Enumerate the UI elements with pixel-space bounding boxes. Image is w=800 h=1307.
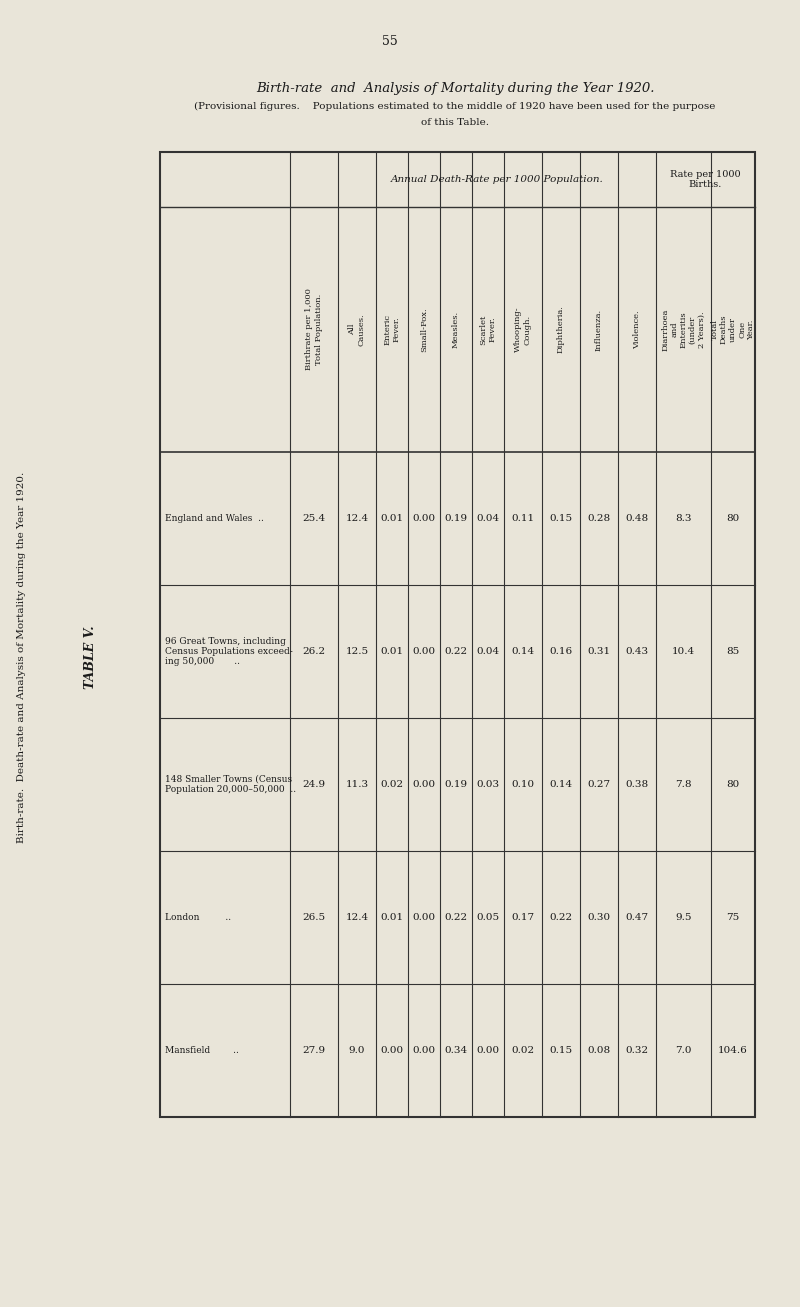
Text: Whooping-
Cough.: Whooping- Cough. [514, 307, 532, 353]
Text: 0.11: 0.11 [511, 514, 534, 523]
Text: 0.05: 0.05 [477, 914, 499, 921]
Text: All
Causes.: All Causes. [349, 314, 366, 346]
Text: 0.08: 0.08 [587, 1046, 610, 1055]
Text: 26.5: 26.5 [302, 914, 326, 921]
Text: Scarlet
Fever.: Scarlet Fever. [479, 314, 497, 345]
Text: 0.00: 0.00 [413, 914, 435, 921]
Text: 0.38: 0.38 [626, 780, 649, 789]
Text: Total
Deaths
under
One
Year.: Total Deaths under One Year. [710, 315, 755, 344]
Text: 0.02: 0.02 [511, 1046, 534, 1055]
Text: 9.0: 9.0 [349, 1046, 366, 1055]
Text: 0.15: 0.15 [550, 1046, 573, 1055]
Text: 27.9: 27.9 [302, 1046, 326, 1055]
Text: Enteric
Fever.: Enteric Fever. [383, 314, 401, 345]
Text: of this Table.: of this Table. [421, 118, 489, 127]
Text: 0.02: 0.02 [381, 780, 403, 789]
Text: 7.8: 7.8 [675, 780, 692, 789]
Text: 0.14: 0.14 [511, 647, 534, 656]
Text: 0.30: 0.30 [587, 914, 610, 921]
Text: 0.31: 0.31 [587, 647, 610, 656]
Text: 24.9: 24.9 [302, 780, 326, 789]
Text: 0.00: 0.00 [381, 1046, 403, 1055]
Text: 10.4: 10.4 [672, 647, 695, 656]
Text: 0.19: 0.19 [445, 514, 467, 523]
Text: Rate per 1000
Births.: Rate per 1000 Births. [670, 170, 741, 190]
Text: 0.15: 0.15 [550, 514, 573, 523]
Text: 0.00: 0.00 [413, 647, 435, 656]
Text: 0.01: 0.01 [381, 647, 403, 656]
Text: 0.01: 0.01 [381, 914, 403, 921]
Text: 12.4: 12.4 [346, 914, 369, 921]
Text: 0.19: 0.19 [445, 780, 467, 789]
Text: 12.5: 12.5 [346, 647, 369, 656]
Text: 25.4: 25.4 [302, 514, 326, 523]
Text: 7.0: 7.0 [675, 1046, 692, 1055]
Text: Measles.: Measles. [452, 311, 460, 348]
Text: 0.00: 0.00 [413, 780, 435, 789]
Text: 0.04: 0.04 [477, 514, 499, 523]
Text: 148 Smaller Towns (Census
Population 20,000–50,000  ..: 148 Smaller Towns (Census Population 20,… [165, 775, 296, 795]
Text: 0.17: 0.17 [511, 914, 534, 921]
Text: Small-Pox.: Small-Pox. [420, 307, 428, 352]
Text: 80: 80 [726, 780, 740, 789]
Text: 0.43: 0.43 [626, 647, 649, 656]
Text: 0.22: 0.22 [550, 914, 573, 921]
Text: 0.03: 0.03 [477, 780, 499, 789]
Text: 96 Great Towns, including
Census Populations exceed-
ing 50,000       ..: 96 Great Towns, including Census Populat… [165, 637, 293, 667]
Text: Diarrhoea
and
Enteritis
(under
2 Years).: Diarrhoea and Enteritis (under 2 Years). [661, 308, 706, 350]
Text: 0.22: 0.22 [445, 647, 467, 656]
Text: 0.01: 0.01 [381, 514, 403, 523]
Text: 0.00: 0.00 [413, 514, 435, 523]
Text: 0.47: 0.47 [626, 914, 649, 921]
Text: 85: 85 [726, 647, 740, 656]
Text: 55: 55 [382, 35, 398, 48]
Text: London         ..: London .. [165, 914, 231, 921]
Text: England and Wales  ..: England and Wales .. [165, 514, 264, 523]
Text: 8.3: 8.3 [675, 514, 692, 523]
Text: 0.14: 0.14 [550, 780, 573, 789]
Text: 0.34: 0.34 [445, 1046, 467, 1055]
Text: 104.6: 104.6 [718, 1046, 748, 1055]
Text: Mansfield        ..: Mansfield .. [165, 1046, 239, 1055]
Text: (Provisional figures.    Populations estimated to the middle of 1920 have been u: (Provisional figures. Populations estima… [194, 102, 716, 111]
Bar [160, 152, 755, 1117]
Text: 0.00: 0.00 [477, 1046, 499, 1055]
Text: 0.22: 0.22 [445, 914, 467, 921]
Text: 0.27: 0.27 [587, 780, 610, 789]
Text: 0.10: 0.10 [511, 780, 534, 789]
Text: Birthrate per 1,000
Total Population.: Birthrate per 1,000 Total Population. [306, 289, 322, 370]
Text: 0.32: 0.32 [626, 1046, 649, 1055]
Text: 0.48: 0.48 [626, 514, 649, 523]
Text: 0.00: 0.00 [413, 1046, 435, 1055]
Text: Annual Death-Rate per 1000 Population.: Annual Death-Rate per 1000 Population. [390, 175, 603, 184]
Text: Diphtheria.: Diphtheria. [557, 306, 565, 353]
Text: 26.2: 26.2 [302, 647, 326, 656]
Text: Birth-rate  and  Analysis of Mortality during the Year 1920.: Birth-rate and Analysis of Mortality dur… [256, 82, 654, 95]
Text: 0.16: 0.16 [550, 647, 573, 656]
Text: Violence.: Violence. [633, 310, 641, 349]
Text: Influenza.: Influenza. [595, 308, 603, 350]
Text: 11.3: 11.3 [346, 780, 369, 789]
Text: TABLE V.: TABLE V. [83, 625, 97, 689]
Text: 80: 80 [726, 514, 740, 523]
Text: 9.5: 9.5 [675, 914, 692, 921]
Text: Birth-rate.  Death-rate and Analysis of Mortality during the Year 1920.: Birth-rate. Death-rate and Analysis of M… [18, 472, 26, 843]
Text: 0.04: 0.04 [477, 647, 499, 656]
Text: 75: 75 [726, 914, 740, 921]
Text: 0.28: 0.28 [587, 514, 610, 523]
Text: 12.4: 12.4 [346, 514, 369, 523]
